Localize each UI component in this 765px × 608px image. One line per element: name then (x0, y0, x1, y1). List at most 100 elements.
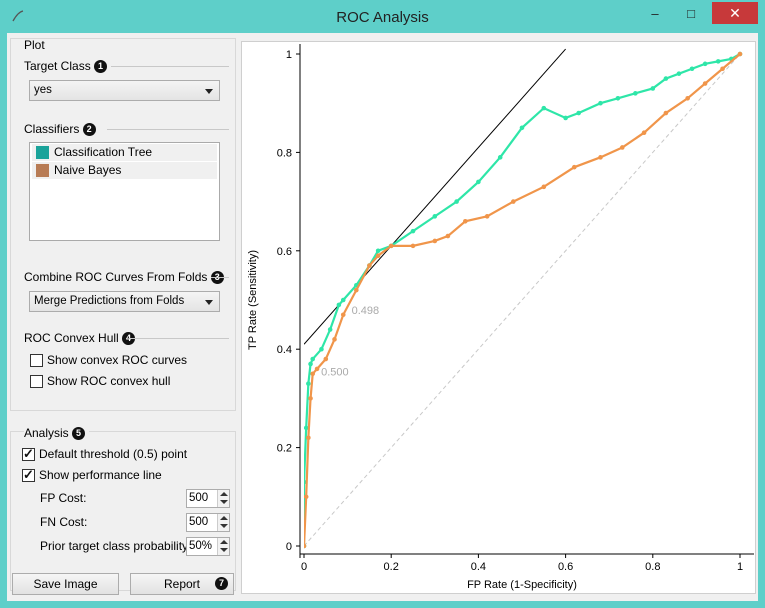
series-point-0 (476, 179, 481, 185)
diagonal-line (304, 53, 741, 547)
series-point-1 (598, 155, 603, 160)
series-point-0 (319, 346, 324, 352)
classifier-item-naive-bayes[interactable]: Naive Bayes (32, 162, 217, 179)
spin-up-icon[interactable] (217, 538, 229, 547)
fn-cost-value: 500 (189, 516, 209, 528)
series-point-1 (702, 81, 708, 86)
fn-cost-spinbox[interactable]: 500 (186, 513, 230, 532)
fp-cost-spinbox[interactable]: 500 (186, 489, 230, 508)
prior-probability-spinbox[interactable]: 50% (186, 537, 230, 556)
y-tick-label: 1 (286, 49, 292, 61)
roc-plot-area[interactable]: 0 0.2 0.4 0.6 0.8 1 0 0.2 0.4 0.6 0.8 1 0.498 0.500 … (241, 41, 756, 594)
report-label: Report (163, 577, 201, 591)
series-point-0 (304, 425, 309, 431)
spin-up-icon[interactable] (217, 514, 229, 523)
spin-down-icon[interactable] (217, 522, 229, 531)
series-point-1 (685, 95, 690, 101)
combine-folds-select[interactable]: Merge Predictions from Folds (29, 291, 220, 312)
series-point-1 (463, 218, 468, 224)
series-point-1 (304, 543, 307, 549)
threshold-annotation: 0.500 (321, 366, 349, 378)
classifier-label: Classification Tree (54, 145, 153, 159)
series-point-0 (633, 91, 638, 96)
series-point-0 (410, 228, 416, 234)
series-point-0 (310, 356, 316, 362)
chart-axes: 0 0.2 0.4 0.6 0.8 1 0 0.2 0.4 0.6 0.8 1 (277, 44, 754, 573)
series-point-0 (336, 302, 342, 308)
prior-probability-label: Prior target class probability: (40, 539, 192, 553)
series-point-1 (619, 145, 625, 150)
chevron-down-icon (205, 300, 213, 305)
show-convex-hull-checkbox[interactable] (30, 375, 43, 388)
chevron-down-icon (205, 89, 213, 94)
series-point-0 (340, 297, 346, 303)
title-bar: ROC Analysis – □ ✕ (0, 0, 765, 34)
classifier-item-classification-tree[interactable]: Classification Tree (32, 144, 217, 161)
series-point-1 (367, 263, 372, 268)
color-swatch (36, 164, 49, 177)
minimize-button[interactable]: – (651, 6, 659, 21)
series-point-0 (650, 86, 656, 91)
classifier-label: Naive Bayes (54, 163, 122, 177)
badge-1: 1 (94, 60, 108, 74)
divider (129, 338, 229, 339)
y-tick-label: 0.8 (277, 147, 292, 159)
y-axis-label: TP Rate (Sensitivity) (247, 250, 259, 350)
x-tick-label: 0.4 (471, 561, 486, 573)
app-icon (12, 10, 24, 22)
series-point-1 (572, 164, 577, 170)
performance-line-label: Show performance line (39, 468, 162, 482)
series-point-0 (541, 105, 547, 111)
fp-cost-label: FP Cost: (40, 491, 87, 505)
close-button[interactable]: ✕ (712, 2, 758, 24)
series-point-1 (310, 371, 316, 377)
badge-5: 5 (72, 427, 86, 441)
series-point-1 (323, 356, 329, 362)
window-title: ROC Analysis (336, 9, 429, 26)
series-point-0 (306, 381, 311, 386)
series-point-0 (676, 71, 682, 76)
target-class-label: Target Class 1 (24, 59, 108, 74)
spin-down-icon[interactable] (217, 498, 229, 507)
series-point-0 (702, 61, 708, 67)
convex-hull-label: ROC Convex Hull 4 (24, 331, 136, 346)
series-point-0 (519, 125, 525, 131)
series-point-0 (308, 361, 313, 367)
default-threshold-checkbox[interactable] (22, 446, 35, 462)
series-point-0 (454, 199, 459, 204)
show-convex-curves-checkbox[interactable] (30, 354, 43, 367)
x-axis-label: FP Rate (1-Specificity) (467, 579, 577, 591)
maximize-button[interactable]: □ (687, 6, 695, 21)
spin-up-icon[interactable] (217, 490, 229, 499)
spin-down-icon[interactable] (217, 546, 229, 555)
series-point-0 (663, 76, 669, 81)
report-button[interactable]: Report (130, 573, 234, 595)
save-image-button[interactable]: Save Image (12, 573, 119, 595)
series-point-1 (541, 184, 547, 190)
chart-plot-layer (304, 48, 743, 549)
series-line-0 (304, 53, 741, 546)
color-swatch (36, 146, 49, 159)
series-point-1 (306, 435, 311, 441)
series-point-1 (340, 312, 346, 318)
series-point-0 (563, 115, 568, 121)
classifiers-label: Classifiers 2 (24, 122, 96, 137)
x-tick-label: 0 (301, 561, 307, 573)
target-class-select[interactable]: yes (29, 80, 220, 101)
x-tick-label: 1 (737, 561, 743, 573)
series-point-1 (354, 287, 359, 293)
performance-line-checkbox[interactable] (22, 467, 35, 483)
x-tick-label: 0.6 (558, 561, 573, 573)
badge-4: 4 (122, 332, 136, 346)
series-point-1 (737, 51, 743, 57)
roc-chart: 0 0.2 0.4 0.6 0.8 100.20.40.60.81 0.4980.500 … (247, 44, 754, 591)
series-point-0 (497, 155, 503, 160)
series-point-1 (388, 243, 394, 249)
series-point-1 (641, 130, 647, 136)
prior-probability-value: 50% (189, 540, 213, 552)
save-image-label: Save Image (33, 577, 98, 591)
default-threshold-label: Default threshold (0.5) point (39, 447, 188, 461)
x-tick-label: 0.2 (384, 561, 399, 573)
classifiers-list[interactable]: Classification Tree Naive Bayes (29, 142, 220, 241)
